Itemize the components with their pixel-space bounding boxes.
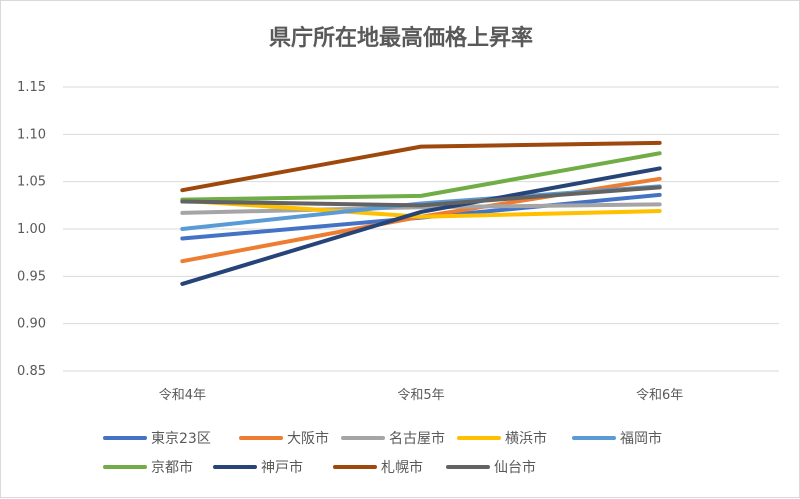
y-tick-label: 1.00 (17, 222, 46, 237)
x-axis: 令和4年 令和5年 令和6年 (159, 388, 684, 403)
legend-label: 名古屋市 (389, 430, 445, 447)
series-line-8 (180, 140, 662, 193)
legend-label: 神戸市 (261, 459, 303, 476)
legend-label: 横浜市 (505, 430, 547, 447)
y-tick-label: 1.05 (17, 175, 46, 190)
x-tick-label: 令和5年 (397, 388, 444, 403)
x-tick-label: 令和4年 (159, 388, 206, 403)
series-line-7 (180, 166, 662, 286)
chart-title: 県庁所在地最高価格上昇率 (269, 25, 533, 51)
y-tick-label: 0.85 (17, 364, 46, 379)
series-line-4 (180, 198, 662, 219)
legend-label: 仙台市 (494, 459, 536, 476)
legend-label: 東京23区 (151, 431, 211, 447)
legend-label: 福岡市 (620, 430, 662, 447)
gridlines (63, 86, 779, 372)
y-axis: 0.85 0.90 0.95 1.00 1.05 1.10 1.15 (17, 80, 46, 379)
y-tick-label: 1.10 (17, 127, 46, 142)
legend-label: 大阪市 (287, 430, 329, 447)
y-tick-label: 1.15 (17, 80, 46, 95)
series-line-9 (180, 185, 662, 208)
series-lines (180, 140, 662, 286)
series-line-6 (180, 151, 662, 202)
legend-label: 札幌市 (381, 459, 423, 476)
legend-label: 京都市 (151, 459, 193, 476)
y-tick-label: 0.90 (17, 317, 46, 332)
y-tick-label: 0.95 (17, 269, 46, 284)
x-tick-label: 令和6年 (636, 388, 683, 403)
